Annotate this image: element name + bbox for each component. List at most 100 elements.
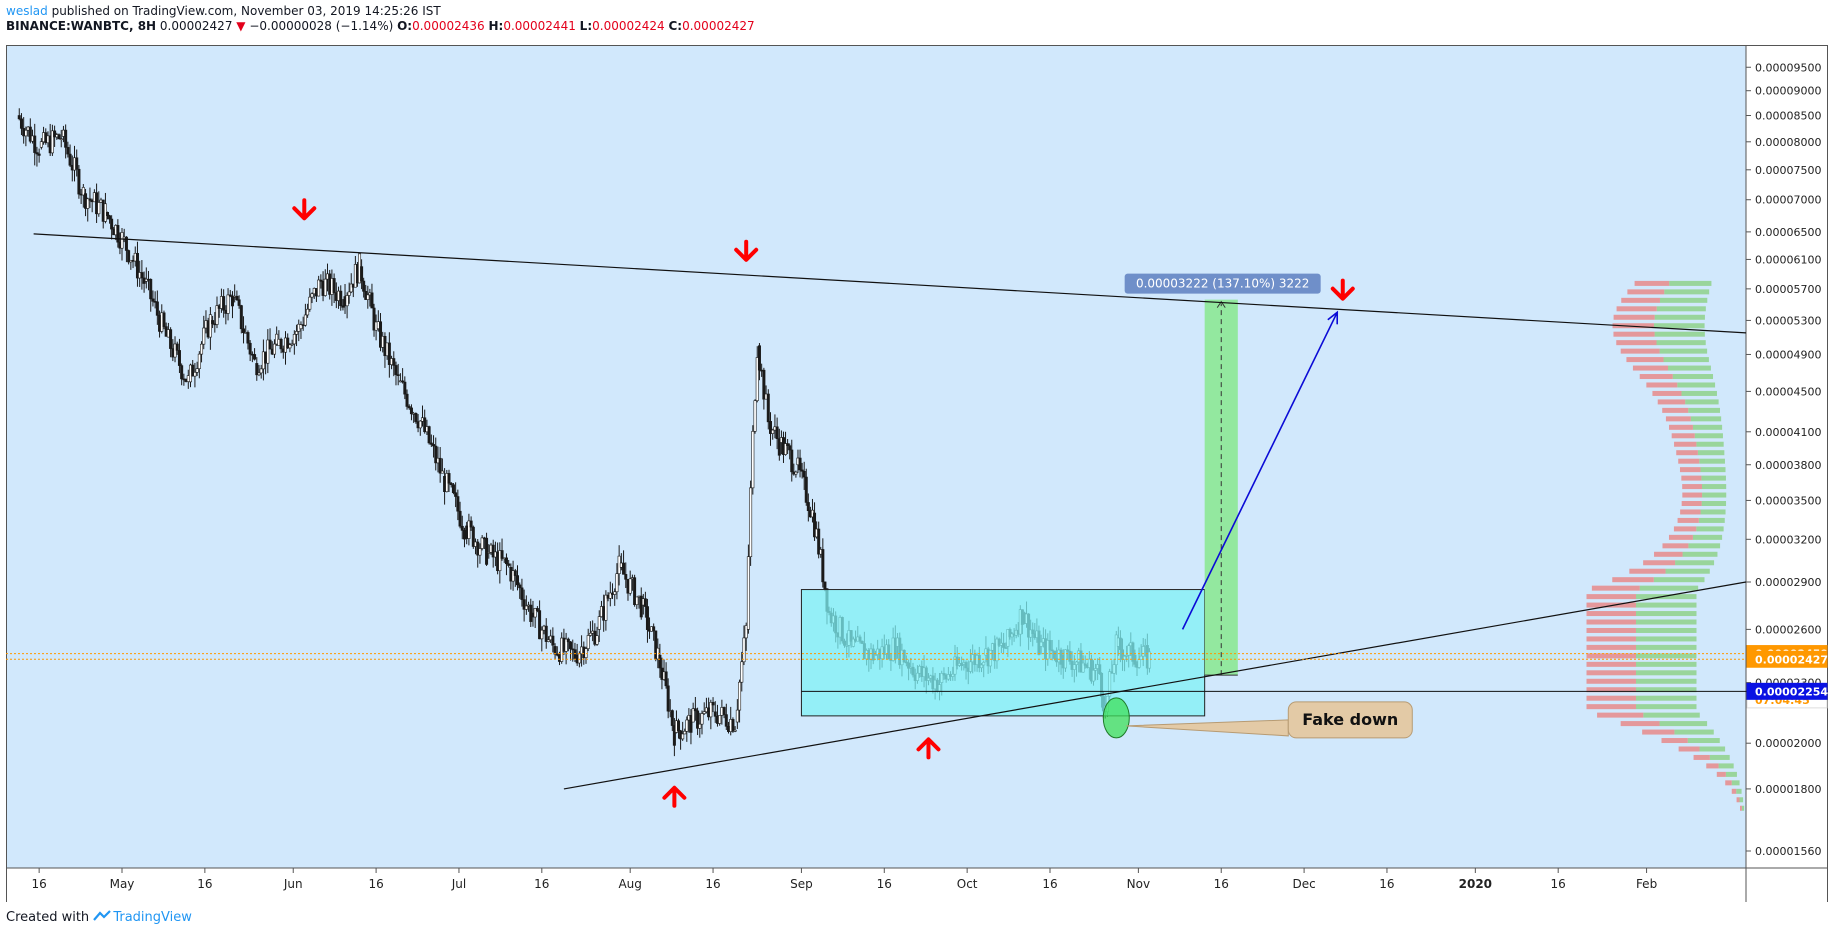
candle-body [624, 574, 628, 580]
candle-body [215, 305, 219, 325]
candle-body [698, 723, 702, 729]
candle-body [242, 328, 246, 333]
candle-body [788, 445, 792, 451]
time-tick-label: Jul [451, 877, 466, 891]
volume-profile-bar [1636, 687, 1697, 693]
volume-profile-bar [1665, 568, 1710, 574]
candle-body [500, 550, 504, 559]
candle-body [498, 550, 502, 572]
candle-body [193, 372, 197, 377]
candle-body [248, 342, 252, 355]
candle-body [200, 343, 204, 355]
volume-profile-bar [1654, 314, 1705, 320]
price-tick-label: 0.00001800 [1755, 783, 1821, 796]
volume-profile-bar [1653, 323, 1705, 329]
volume-profile-bar [1668, 365, 1711, 371]
price-chart[interactable]: 0.00003222 (137.10%) 3222 Fake down 0.0000… [6, 45, 1828, 902]
volume-profile-bar [1629, 568, 1666, 574]
candle-body [362, 280, 366, 292]
candle-body [670, 710, 674, 726]
candle-body [672, 725, 676, 746]
fake-down-callout-text: Fake down [1302, 710, 1398, 729]
volume-profile-bar [1669, 424, 1693, 430]
author-link[interactable]: weslad [6, 4, 48, 18]
price-tick-label: 0.00007000 [1755, 194, 1821, 207]
candle-body [613, 591, 617, 595]
price-tick-label: 0.00006100 [1755, 253, 1821, 266]
price-tick-label: 0.00008500 [1755, 110, 1821, 123]
candle-body [460, 525, 464, 531]
volume-profile-bar [1652, 390, 1682, 396]
volume-profile-bar [1693, 754, 1710, 760]
price-tick-label: 0.00009500 [1755, 61, 1821, 74]
candle-body [341, 305, 345, 308]
candle-body [458, 510, 462, 527]
candle-body [64, 129, 68, 148]
candle-body [295, 331, 299, 335]
volume-profile-bar [1586, 661, 1636, 667]
candle-body [645, 606, 649, 630]
candle-body [149, 279, 153, 300]
tradingview-brand[interactable]: TradingView [113, 910, 192, 925]
candle-body [800, 469, 804, 472]
candle-body [438, 457, 442, 474]
time-tick-label: Oct [957, 877, 978, 891]
candle-body [802, 470, 806, 478]
volume-profile-bar [1698, 517, 1725, 523]
support-trendline [563, 581, 1747, 790]
candle-body [553, 646, 557, 655]
candle-body [569, 641, 573, 650]
candle-body [407, 406, 411, 409]
candle-body [308, 296, 312, 310]
volume-profile-bar [1679, 467, 1701, 473]
volume-profile-bar [1741, 805, 1745, 811]
volume-profile-bar [1673, 526, 1697, 532]
volume-profile-bar [1626, 357, 1664, 363]
volume-profile-bar [1681, 475, 1702, 481]
volume-profile-bar [1662, 407, 1689, 413]
candle-body [735, 709, 739, 723]
price-tick-label: 0.00001560 [1755, 845, 1821, 858]
down-arrow-icon [734, 239, 759, 262]
candle-body [700, 713, 704, 725]
volume-profile-bar [1696, 441, 1724, 447]
volume-profile-bar [1688, 407, 1720, 413]
candle-body [259, 368, 263, 374]
price-label: 0.00002254 [1755, 685, 1828, 698]
volume-profile-bar [1731, 788, 1737, 794]
candle-body [257, 372, 261, 376]
volume-profile-bar [1636, 602, 1697, 608]
candle-body [292, 334, 296, 345]
candle-body [124, 236, 128, 251]
volume-profile-bar [1736, 788, 1742, 794]
volume-profile-bar [1659, 721, 1708, 727]
candle-body [522, 599, 526, 610]
candle-body [685, 719, 689, 732]
candle-body [306, 308, 310, 316]
time-tick-label: 16 [534, 877, 549, 891]
candle-body [740, 661, 744, 683]
time-tick-label: May [110, 877, 135, 891]
candle-body [447, 473, 451, 484]
candle-body [59, 138, 63, 141]
candle-body [746, 556, 750, 630]
candle-body [440, 470, 444, 474]
candle-body [403, 381, 407, 395]
candle-body [456, 496, 460, 512]
ohlc-line: BINANCE:WANBTC, 8H 0.00002427 ▼ −0.00000… [6, 19, 755, 34]
candle-body [191, 364, 195, 377]
symbol-label: BINANCE:WANBTC, 8H [6, 19, 157, 33]
time-tick-label: 16 [705, 877, 720, 891]
up-arrow-icon [662, 785, 687, 808]
volume-profile-bar [1688, 543, 1721, 549]
candle-body [432, 444, 436, 447]
price-tick-label: 0.00004900 [1755, 348, 1821, 361]
candle-body [595, 635, 599, 645]
published-text: published on TradingView.com, November 0… [47, 4, 441, 18]
volume-profile-bar [1642, 729, 1675, 735]
volume-profile-bar [1677, 517, 1699, 523]
time-tick-label: 16 [1214, 877, 1229, 891]
volume-profile-bar [1701, 475, 1726, 481]
time-tick-label: 16 [197, 877, 212, 891]
volume-profile-bar [1639, 374, 1673, 380]
